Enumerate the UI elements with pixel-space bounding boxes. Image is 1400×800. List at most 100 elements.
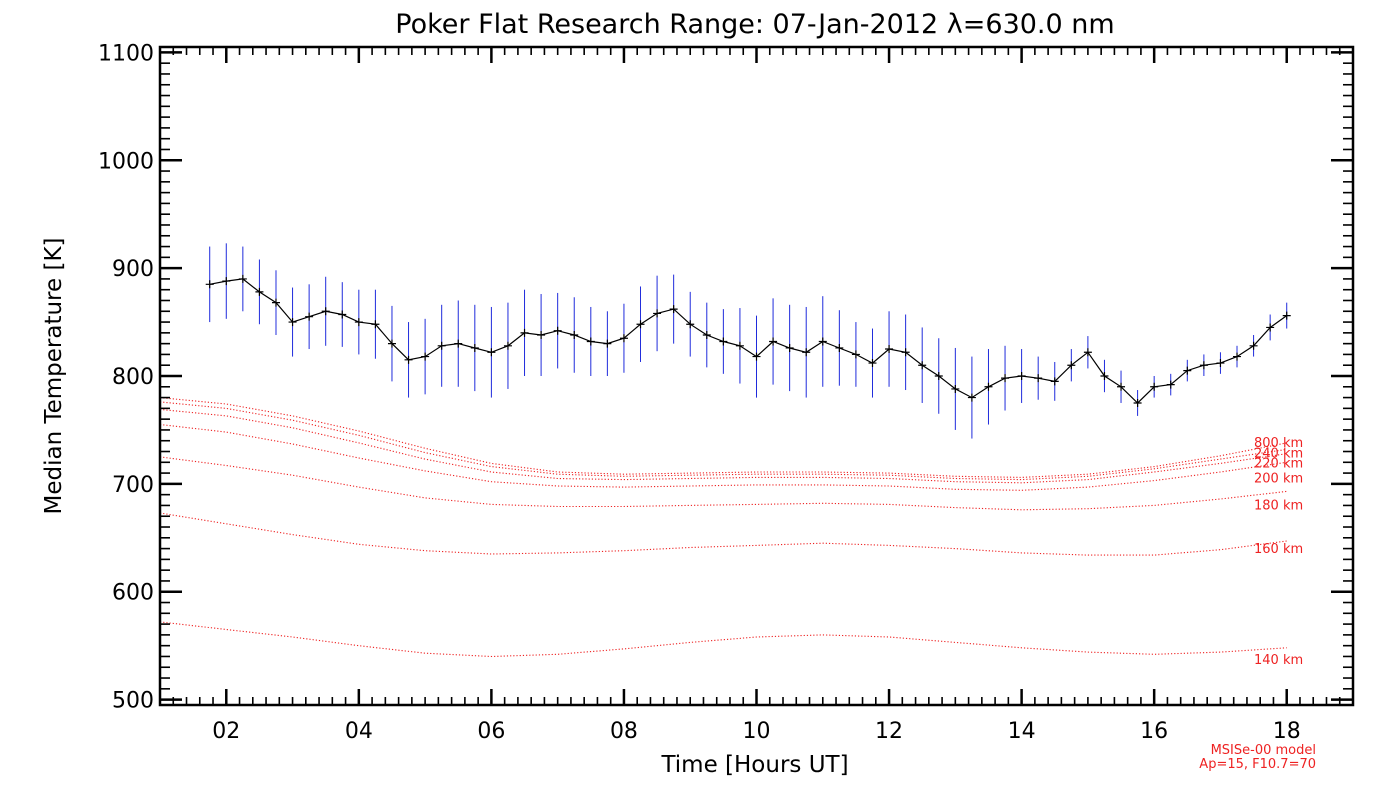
measurement-point [487,348,496,357]
measurement-point [603,339,612,348]
measurement-point [868,359,877,368]
measurement-point [255,287,264,296]
measurement-point [570,331,579,340]
x-tick-label: 12 [875,719,903,744]
model-label: 140 km [1254,653,1303,668]
measurement-line [209,278,1288,404]
model-label: 200 km [1254,471,1303,486]
measurement-point [1249,341,1258,350]
measurement-point [1017,372,1026,380]
measurement-point [752,352,761,361]
model-annotation-2: Ap=15, F10.7=70 [1199,757,1316,772]
measurement-point [1216,359,1225,368]
measurement-point [735,341,744,350]
x-tick-label: 04 [345,719,373,744]
measurement-point [1083,348,1092,357]
x-tick-label: 10 [743,719,771,744]
measurement-point [553,326,562,335]
measurement-point [719,337,728,346]
measurement-point [818,337,827,346]
measurement-point [1150,382,1159,391]
measurement-point [238,274,247,283]
measurement-point [371,320,380,329]
measurement-point [1100,372,1109,380]
y-tick-label: 800 [112,365,154,390]
model-annotation-1: MSISe-00 model [1211,743,1316,758]
measurement-point [785,343,794,352]
y-tick-label: 1000 [98,149,154,174]
measurement-point [1067,361,1076,370]
y-tick-label: 500 [112,689,154,714]
chart-title: Poker Flat Research Range: 07-Jan-2012 λ… [395,9,1114,40]
measurement-point [1034,374,1043,383]
model-curve [159,401,1287,481]
measurement-point [984,382,993,391]
model-curve [159,423,1287,491]
measurement-point [271,298,280,307]
measurement-point [1199,361,1208,370]
measurement-point [537,331,546,340]
measurement-point [901,348,910,357]
model-label: 220 km [1254,457,1303,472]
measurement-point [1282,311,1291,320]
model-curve [159,456,1287,511]
x-axis-label: Time [Hours UT] [660,752,848,778]
x-tick-label: 18 [1273,719,1301,744]
y-tick-label: 1100 [98,41,154,66]
measurement-point [1166,380,1175,389]
measurement-point [454,339,463,348]
measurement-point [437,341,446,350]
model-curves [159,397,1287,658]
model-curve [159,621,1287,658]
measurement-point [222,277,231,286]
measurement-point [653,309,662,318]
measurement-point [1117,382,1126,391]
measurement-point [1050,377,1059,386]
measurement-point [769,337,778,346]
measurement-point [802,348,811,357]
model-label: 240 km [1254,446,1303,461]
measurement-series [205,243,1291,439]
measurement-point [1133,398,1142,407]
measurement-point [1183,366,1192,375]
measurement-point [636,320,645,329]
measurement-point [404,355,413,364]
measurement-point [338,310,347,319]
measurement-point [321,307,330,316]
y-tick-label: 700 [112,473,154,498]
y-tick-label: 900 [112,257,154,282]
measurement-point [951,384,960,393]
measurement-point [1233,352,1242,361]
measurement-point [288,318,297,327]
x-tick-label: 02 [212,719,240,744]
measurement-point [503,341,512,350]
measurement-point [934,372,943,380]
measurement-point [851,350,860,359]
y-tick-label: 600 [112,581,154,606]
measurement-point [305,312,314,321]
measurement-point [918,361,927,370]
measurement-point [835,343,844,352]
measurement-point [669,305,678,314]
x-tick-label: 16 [1140,719,1168,744]
measurement-point [967,393,976,402]
y-axis-label: Median Temperature [K] [41,238,67,515]
measurement-point [885,345,894,354]
measurement-point [421,352,430,361]
model-label: 800 km [1254,436,1303,451]
measurement-point [387,339,396,348]
x-tick-label: 06 [477,719,505,744]
measurement-point [1001,374,1010,383]
measurement-point [520,328,529,337]
x-tick-label: 14 [1008,719,1036,744]
axes: 02 04 06 08 10 12 14 16 18 500 600 700 800 900 1000 110… [98,41,1354,744]
measurement-point [354,318,363,327]
measurement-point [619,334,628,343]
measurement-point [686,320,695,329]
measurement-point [470,343,479,352]
measurement-point [702,331,711,340]
model-label: 180 km [1254,498,1303,513]
